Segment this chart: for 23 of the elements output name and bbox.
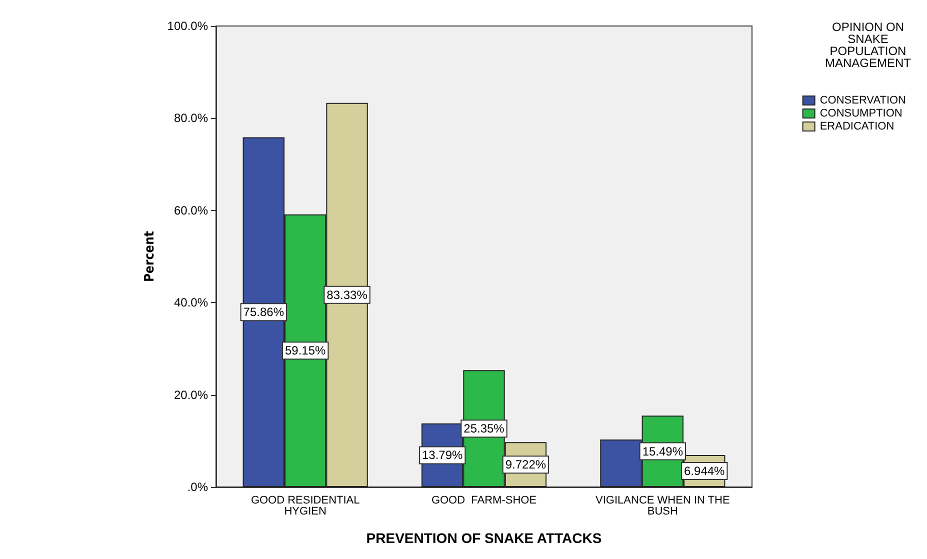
legend-title: OPINION ON SNAKE POPULATION MANAGEMENT [824, 20, 912, 70]
x-tick-label: GOOD RESIDENTIAL HYGIEN [250, 494, 360, 518]
y-tick-label: 60.0% [174, 203, 208, 218]
data-label: 83.33% [326, 288, 368, 302]
data-label: 59.15% [284, 344, 326, 358]
y-tick-label: .0% [187, 480, 208, 494]
x-tick-label: GOOD FARM-SHOE [431, 494, 537, 506]
y-tick-label: 40.0% [174, 296, 208, 310]
data-label: 6.944% [684, 464, 726, 478]
legend-label: CONSUMPTION [820, 108, 902, 120]
legend-label: CONSERVATION [820, 94, 906, 106]
y-tick-label: 100.0% [167, 19, 208, 33]
data-label: 9.722% [505, 458, 546, 472]
y-tick-label: 80.0% [174, 111, 208, 126]
x-tick-label: VIGILANCE WHEN IN THE BUSH [596, 494, 730, 518]
data-label: 75.86% [243, 305, 284, 320]
y-axis-title: Percent [142, 230, 158, 282]
y-tick-label: 20.0% [174, 388, 208, 402]
data-label: 15.49% [642, 444, 684, 458]
data-label: 13.79% [422, 448, 463, 462]
x-axis-title: PREVENTION OF SNAKE ATTACKS [366, 530, 602, 546]
data-label: 25.35% [464, 422, 505, 436]
legend-label: ERADICATION [820, 120, 894, 132]
